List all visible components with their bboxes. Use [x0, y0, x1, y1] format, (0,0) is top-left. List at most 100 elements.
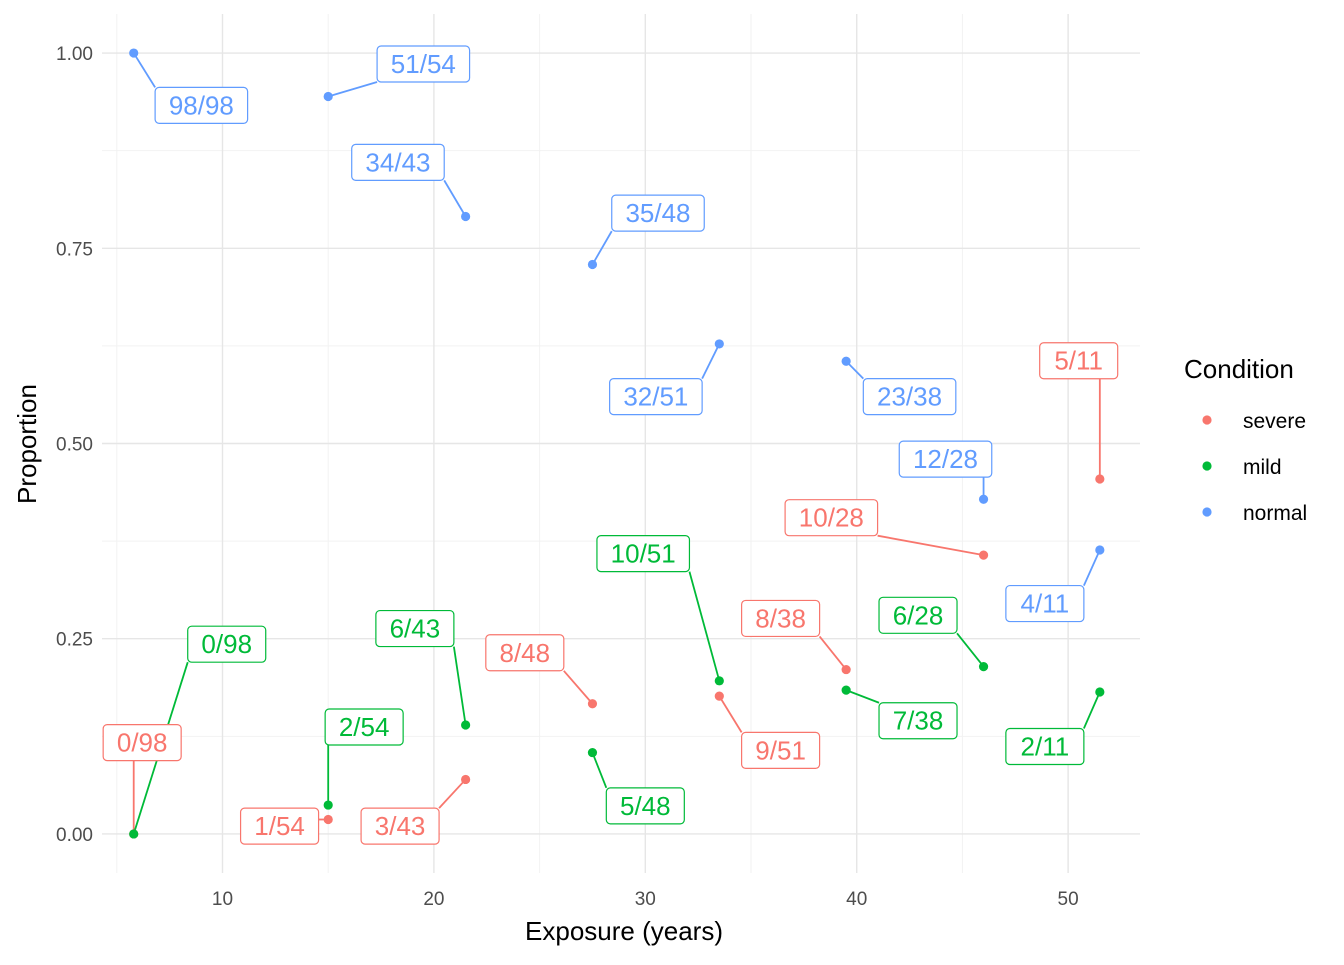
data-label-text: 12/28 — [913, 444, 978, 474]
data-label-text: 2/54 — [339, 712, 390, 742]
data-label-box — [741, 731, 821, 769]
label-leader-line — [718, 695, 743, 733]
data-label-severe: 3/43 — [360, 807, 440, 845]
data-label-normal: 4/11 — [1005, 584, 1085, 623]
data-label-box — [605, 787, 685, 825]
data-label-box — [239, 807, 320, 845]
data-label-box — [351, 143, 445, 181]
data-label-box — [878, 596, 958, 634]
data-label-severe: 9/51 — [741, 731, 821, 769]
data-point-severe — [978, 550, 989, 560]
data-point-normal — [978, 494, 989, 504]
data-label-box — [375, 609, 455, 648]
label-leader-line — [1083, 691, 1101, 729]
data-label-box — [154, 86, 249, 124]
data-label-mild: 2/11 — [1005, 727, 1085, 766]
data-point-severe — [714, 691, 724, 701]
y-tick-label: 1.00 — [56, 44, 93, 65]
legend-title: Condition — [1184, 354, 1294, 384]
data-label-box — [102, 723, 182, 762]
data-label-severe: 5/11 — [1039, 342, 1119, 380]
data-label-text: 32/51 — [623, 382, 688, 412]
data-label-text: 8/48 — [500, 638, 551, 668]
data-label-mild: 6/28 — [878, 596, 958, 634]
data-label-box — [1005, 727, 1085, 766]
legend-label-mild: mild — [1243, 456, 1282, 479]
data-label-text: 0/98 — [201, 629, 252, 659]
y-tick-label: 0.25 — [56, 630, 93, 651]
label-leader-lines — [132, 52, 1101, 835]
data-point-mild — [841, 685, 851, 695]
data-label-severe: 10/28 — [784, 499, 879, 537]
data-label-text: 2/11 — [1021, 731, 1070, 761]
data-label-text: 34/43 — [365, 147, 430, 177]
legend: Condition severe mild normal — [1184, 354, 1307, 525]
data-label-mild: 10/51 — [596, 535, 691, 573]
x-tick-label: 10 — [212, 889, 233, 910]
legend-key-mild — [1202, 461, 1212, 471]
data-label-normal: 23/38 — [862, 378, 957, 416]
data-label-mild: 0/98 — [187, 625, 267, 663]
data-label-normal: 32/51 — [609, 378, 703, 416]
legend-key-normal — [1202, 507, 1212, 517]
data-label-text: 10/28 — [799, 503, 864, 533]
axes: 10 20 30 40 50 0.00 0.25 0.50 0.75 1.00 — [56, 44, 1079, 910]
data-label-box — [1005, 584, 1085, 623]
data-point-normal — [587, 259, 598, 270]
label-leader-line — [591, 752, 608, 789]
data-label-box — [596, 535, 691, 573]
data-label-text: 51/54 — [391, 49, 456, 79]
data-point-mild — [461, 720, 471, 730]
label-leader-line — [688, 571, 721, 682]
x-tick-label: 30 — [635, 889, 656, 910]
legend-label-normal: normal — [1243, 502, 1307, 525]
data-point-normal — [841, 356, 851, 366]
data-label-box — [784, 499, 879, 537]
data-label-text: 0/98 — [117, 728, 168, 758]
x-tick-label: 20 — [423, 889, 444, 910]
data-label-text: 9/51 — [755, 735, 806, 765]
data-point-normal — [714, 339, 724, 349]
data-label-normal: 34/43 — [351, 143, 445, 181]
label-leader-line — [443, 179, 467, 217]
data-label-mild: 7/38 — [878, 702, 958, 740]
label-leader-line — [1083, 549, 1101, 586]
label-leader-line — [132, 52, 156, 88]
data-label-severe: 8/38 — [741, 599, 821, 638]
data-label-normal: 51/54 — [376, 45, 471, 83]
data-label-text: 8/38 — [755, 603, 806, 633]
data-label-box — [878, 702, 958, 740]
data-label-text: 3/43 — [375, 811, 426, 841]
data-label-box — [360, 807, 440, 845]
y-axis-title: Proportion — [12, 384, 42, 504]
data-label-text: 5/48 — [620, 791, 671, 821]
x-tick-label: 50 — [1058, 889, 1079, 910]
data-label-box — [611, 194, 705, 232]
data-label-severe: 8/48 — [485, 634, 565, 672]
data-label-severe: 1/54 — [239, 807, 320, 845]
data-label-box — [324, 708, 404, 746]
label-leader-line — [701, 343, 721, 380]
data-label-normal: 35/48 — [611, 194, 705, 232]
legend-label-severe: severe — [1243, 410, 1306, 433]
data-label-mild: 6/43 — [375, 609, 455, 648]
label-leader-line — [563, 670, 594, 705]
label-leader-line — [877, 534, 984, 556]
data-point-mild — [1095, 687, 1105, 697]
data-point-severe — [587, 699, 598, 709]
legend-key-severe — [1202, 415, 1212, 425]
label-leader-line — [452, 646, 467, 726]
data-label-box — [376, 45, 471, 83]
data-label-text: 98/98 — [169, 90, 234, 120]
data-label-text: 5/11 — [1054, 346, 1103, 376]
data-point-severe — [1095, 474, 1105, 484]
data-label-text: 35/48 — [625, 198, 690, 228]
y-tick-label: 0.50 — [56, 435, 93, 456]
label-leader-line — [956, 632, 985, 668]
label-leader-line — [438, 778, 467, 809]
data-point-normal — [461, 211, 471, 222]
data-label-box — [862, 378, 957, 416]
data-label-box — [485, 634, 565, 672]
data-label-mild: 2/54 — [324, 708, 404, 746]
